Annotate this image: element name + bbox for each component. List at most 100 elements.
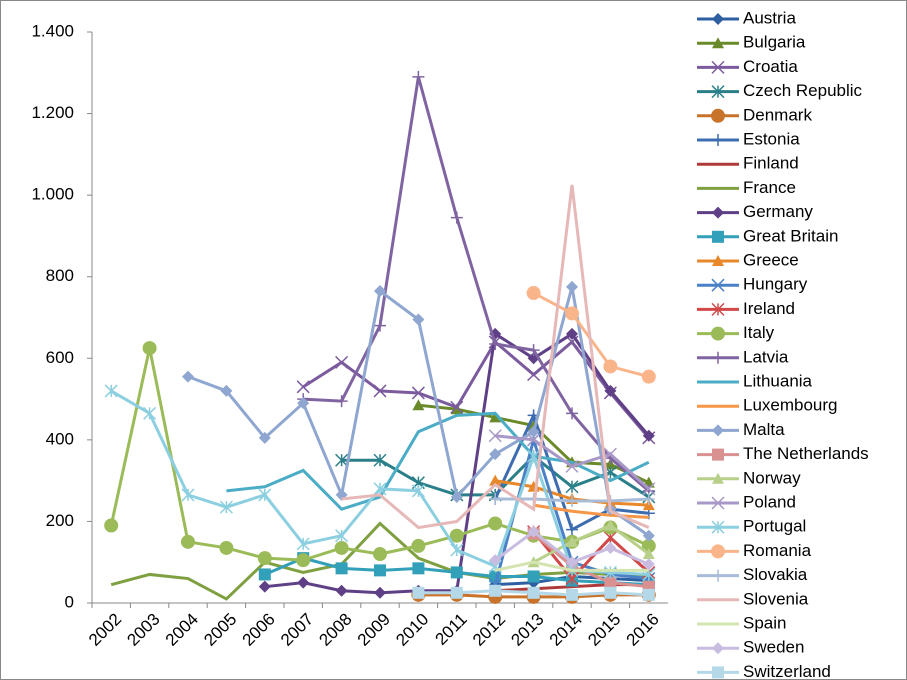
marker (411, 386, 425, 400)
legend-label: Germany (743, 202, 813, 221)
legend-marker (712, 642, 724, 655)
y-tick-label: 800 (46, 266, 74, 285)
marker (566, 523, 578, 536)
marker (604, 519, 617, 531)
series-line (303, 76, 650, 492)
marker (104, 518, 119, 533)
legend-marker (712, 351, 724, 364)
legend-marker (711, 302, 725, 316)
marker (642, 548, 655, 560)
marker (604, 586, 617, 599)
legend-marker (712, 37, 724, 49)
marker (604, 541, 617, 554)
legend-label: Romania (743, 541, 812, 560)
series (489, 525, 655, 571)
legend-marker (712, 13, 724, 25)
marker (412, 70, 425, 83)
marker (334, 540, 349, 555)
legend-marker (712, 448, 724, 461)
legend-marker (712, 230, 724, 243)
legend-marker (711, 496, 725, 510)
marker (642, 482, 656, 496)
marker (565, 480, 579, 494)
legend-label: Ireland (743, 299, 795, 318)
marker (297, 576, 310, 589)
marker (373, 453, 387, 467)
marker (641, 538, 656, 553)
legend-label: Poland (743, 492, 796, 511)
legend-marker (711, 108, 725, 123)
marker (565, 459, 579, 473)
marker (335, 395, 348, 408)
marker (642, 588, 655, 601)
marker (258, 488, 272, 502)
marker (373, 384, 387, 398)
marker (335, 584, 348, 597)
marker (642, 529, 655, 542)
legend-marker (711, 278, 725, 292)
legend-marker (711, 544, 725, 559)
marker (566, 327, 578, 340)
marker (488, 516, 503, 531)
marker (527, 433, 541, 447)
marker (488, 429, 502, 443)
marker (374, 319, 386, 332)
legend-marker (712, 666, 724, 679)
marker (489, 338, 502, 351)
marker (297, 397, 310, 410)
series (533, 503, 649, 519)
legend-label: Slovakia (743, 565, 808, 584)
marker (335, 529, 349, 543)
series-line (302, 339, 650, 439)
marker (143, 406, 157, 420)
legend-marker (712, 424, 724, 437)
legend-marker (712, 255, 724, 266)
marker (527, 586, 540, 599)
legend-marker (712, 569, 724, 582)
series (110, 521, 649, 601)
marker (450, 490, 463, 503)
series (297, 70, 655, 497)
series-line (494, 560, 649, 572)
series (494, 560, 649, 572)
marker (604, 384, 617, 397)
legend-marker (711, 60, 725, 74)
marker (258, 580, 271, 593)
marker (527, 425, 540, 438)
marker (182, 370, 194, 383)
marker (296, 380, 310, 394)
marker (642, 558, 655, 571)
marker (604, 576, 617, 589)
marker (449, 528, 464, 543)
series-line (532, 532, 649, 589)
legend-marker (711, 85, 725, 99)
legend-marker (712, 472, 724, 484)
legend-label: Switzerland (743, 662, 831, 680)
marker (220, 384, 233, 397)
marker (489, 584, 502, 597)
marker (258, 431, 271, 444)
legend-label: Austria (743, 8, 796, 27)
marker (412, 586, 425, 599)
legend-label: Hungary (743, 275, 808, 294)
legend-label: Italy (743, 323, 775, 342)
legend-label: Luxembourg (743, 396, 838, 415)
legend-label: Greece (743, 250, 799, 269)
legend-label: Lithuania (743, 371, 813, 390)
legend-label: Croatia (743, 57, 798, 76)
series (488, 429, 656, 496)
marker (373, 482, 387, 496)
legend-label: Latvia (743, 347, 789, 366)
marker (219, 540, 234, 555)
legend-marker (711, 326, 725, 341)
marker (450, 586, 463, 599)
marker (181, 534, 195, 549)
legend-label: Estonia (743, 129, 800, 148)
marker (104, 384, 118, 398)
legend-label: Malta (743, 420, 785, 439)
marker (296, 553, 311, 568)
legend-marker (712, 206, 724, 219)
legend-label: The Netherlands (743, 444, 869, 463)
marker (412, 562, 425, 575)
